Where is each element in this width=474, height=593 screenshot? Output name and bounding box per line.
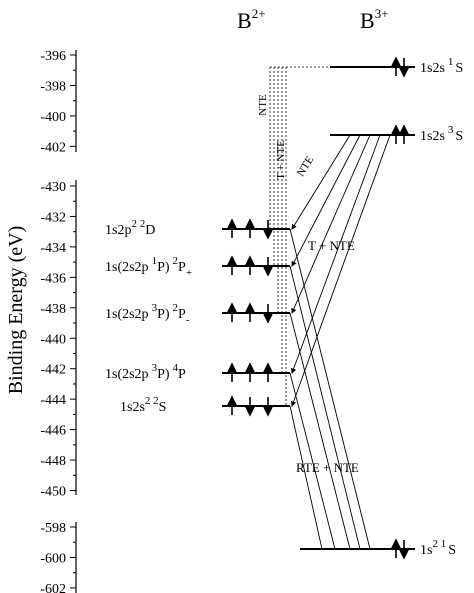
level-label: 1s(2s2p 3P) 4P <box>105 362 186 382</box>
annotation: T + NTE <box>275 140 287 180</box>
level-label: 1s2s2 2S <box>120 395 166 415</box>
annotation: NTE <box>295 154 317 179</box>
tick-label: -436 <box>40 271 66 286</box>
tick-label: -398 <box>40 79 66 94</box>
b2-levels <box>222 228 290 407</box>
solid-transitions <box>289 134 391 550</box>
annotation: T + NTE <box>308 238 355 253</box>
tick-label: -434 <box>40 241 66 256</box>
tick-label: -432 <box>40 210 66 225</box>
tick-label: -448 <box>40 454 66 469</box>
header-b3: B3+ <box>360 6 389 33</box>
level-label: 1s2p2 2D <box>105 218 155 238</box>
tick-label: -402 <box>40 140 66 155</box>
tick-label: -438 <box>40 302 66 317</box>
level-label: 1s2s 1 S <box>420 56 463 76</box>
tick-label: -400 <box>40 110 66 125</box>
level-label: 1s(2s2p 3P) 2P- <box>105 302 190 326</box>
annotation: NTE <box>257 94 269 116</box>
dotted-transitions <box>269 66 330 406</box>
tick-label: -446 <box>40 424 66 439</box>
tick-label: -444 <box>40 393 66 408</box>
tick-label: -450 <box>40 485 66 500</box>
tick-label: -600 <box>40 551 66 566</box>
tick-label: -598 <box>40 521 66 536</box>
level-label: 1s2s 3 S <box>420 124 463 144</box>
axis-label: Binding Energy (eV) <box>5 226 27 395</box>
level-label: 1s(2s2p 1P) 2P+ <box>105 255 192 279</box>
tick-label: -440 <box>40 332 66 347</box>
tick-label: -442 <box>40 363 66 378</box>
tick-label: -602 <box>40 582 66 593</box>
annotation: RTE + NTE <box>296 460 359 475</box>
tick-label: -430 <box>40 180 66 195</box>
header-b2: B2+ <box>237 6 266 33</box>
tick-label: -396 <box>40 49 66 64</box>
spin-arrows <box>227 56 409 560</box>
